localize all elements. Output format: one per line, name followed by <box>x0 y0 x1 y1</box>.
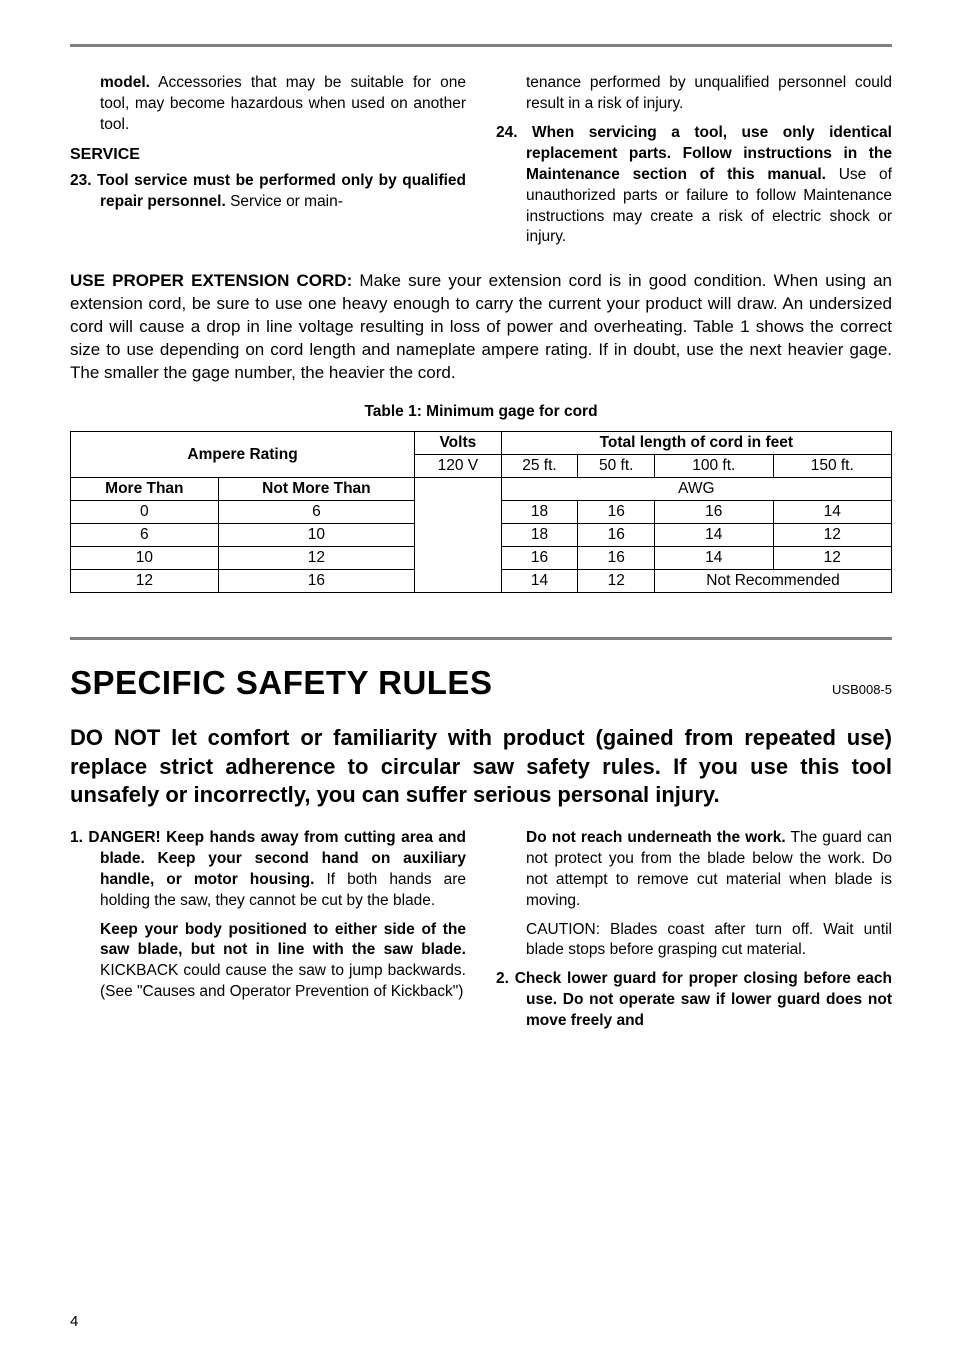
td-150ft: 150 ft. <box>773 455 892 478</box>
rule-2: 2. Check lower guard for proper closing … <box>496 969 892 1032</box>
td-awg: AWG <box>501 478 891 501</box>
rule-1-continued: Keep your body positioned to either side… <box>70 920 466 1004</box>
td: 16 <box>501 547 578 570</box>
service-item-23: 23. Tool service must be performed only … <box>70 171 466 213</box>
rule-1c-bold: Keep your body positioned to either side… <box>100 921 466 959</box>
top-two-column: model. Accessories that may be suitable … <box>70 73 892 256</box>
td-not-recommended: Not Recommended <box>655 570 892 593</box>
rule-1-caution: CAUTION: Blades coast after turn off. Wa… <box>496 920 892 962</box>
td: 12 <box>578 570 655 593</box>
service-heading: SERVICE <box>70 144 466 166</box>
section-code: USB008-5 <box>832 682 892 697</box>
extension-cord-bold: USE PROPER EXTENSION CORD: <box>70 271 352 290</box>
service-23-text: Service or main- <box>226 193 343 210</box>
rules-two-column: 1. DANGER! Keep hands away from cutting … <box>70 828 892 1040</box>
table-caption: Table 1: Minimum gage for cord <box>70 403 892 421</box>
rules-right-column: Do not reach underneath the work. The gu… <box>496 828 892 1040</box>
top-rule <box>70 44 892 47</box>
th-not-more-than: Not More Than <box>218 478 414 501</box>
td-120v: 120 V <box>415 455 502 478</box>
td: 12 <box>773 547 892 570</box>
top-right-column: tenance performed by unqualified personn… <box>496 73 892 256</box>
td: 12 <box>71 570 219 593</box>
extension-cord-paragraph: USE PROPER EXTENSION CORD: Make sure you… <box>70 270 892 385</box>
td: 14 <box>773 501 892 524</box>
td: 16 <box>655 501 773 524</box>
page: model. Accessories that may be suitable … <box>0 0 954 1352</box>
rules-left-column: 1. DANGER! Keep hands away from cutting … <box>70 828 466 1040</box>
th-total-length: Total length of cord in feet <box>501 432 891 455</box>
td: 14 <box>501 570 578 593</box>
td: 16 <box>578 501 655 524</box>
rule-1-right: Do not reach underneath the work. The gu… <box>496 828 892 912</box>
model-bold: model. <box>100 74 150 91</box>
section-title-row: SPECIFIC SAFETY RULES USB008-5 <box>70 664 892 702</box>
model-text: Accessories that may be suitable for one… <box>100 74 466 133</box>
rule-1: 1. DANGER! Keep hands away from cutting … <box>70 828 466 912</box>
rule-1r-bold: Do not reach underneath the work. <box>526 829 786 846</box>
th-ampere: Ampere Rating <box>71 432 415 478</box>
td-50ft: 50 ft. <box>578 455 655 478</box>
td-100ft: 100 ft. <box>655 455 773 478</box>
td: 12 <box>773 524 892 547</box>
mid-rule <box>70 637 892 640</box>
td: 14 <box>655 547 773 570</box>
table-row: More Than Not More Than AWG <box>71 478 892 501</box>
cord-table: Ampere Rating Volts Total length of cord… <box>70 431 892 593</box>
table-row: Ampere Rating Volts Total length of cord… <box>71 432 892 455</box>
td-empty-volts <box>415 478 502 593</box>
rule-2-bold: 2. Check lower guard for proper closing … <box>496 970 892 1029</box>
td: 16 <box>578 547 655 570</box>
td: 0 <box>71 501 219 524</box>
model-paragraph: model. Accessories that may be suitable … <box>70 73 466 136</box>
maintenance-continuation: tenance performed by unqualified personn… <box>496 73 892 115</box>
top-left-column: model. Accessories that may be suitable … <box>70 73 466 256</box>
td: 16 <box>578 524 655 547</box>
section-title: SPECIFIC SAFETY RULES <box>70 664 492 702</box>
td-25ft: 25 ft. <box>501 455 578 478</box>
td: 18 <box>501 524 578 547</box>
td: 14 <box>655 524 773 547</box>
td: 16 <box>218 570 414 593</box>
service-item-24: 24. When servicing a tool, use only iden… <box>496 123 892 249</box>
section-lead: DO NOT let comfort or familiarity with p… <box>70 724 892 810</box>
td: 10 <box>218 524 414 547</box>
td: 6 <box>218 501 414 524</box>
rule-1c-text: KICKBACK could cause the saw to jump bac… <box>100 962 466 1000</box>
th-volts: Volts <box>415 432 502 455</box>
td: 18 <box>501 501 578 524</box>
td: 6 <box>71 524 219 547</box>
td: 10 <box>71 547 219 570</box>
th-more-than: More Than <box>71 478 219 501</box>
page-number: 4 <box>70 1313 78 1330</box>
td: 12 <box>218 547 414 570</box>
